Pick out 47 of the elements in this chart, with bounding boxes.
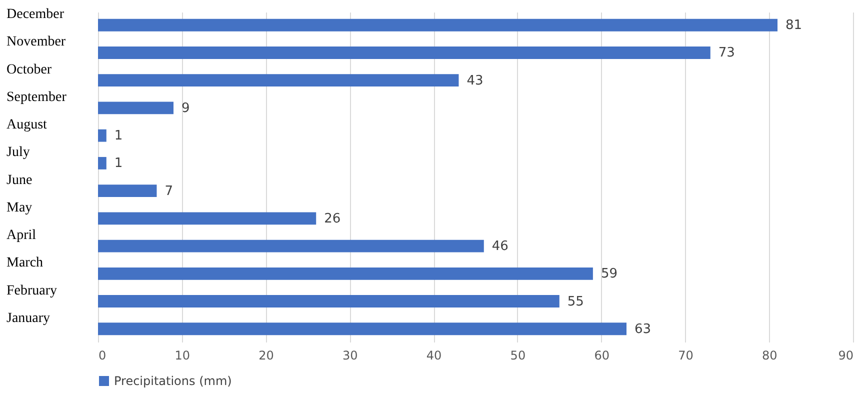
y-tick-label: February xyxy=(6,283,58,298)
bar xyxy=(98,156,106,170)
y-tick-label: May xyxy=(6,200,32,216)
bar xyxy=(98,129,106,142)
x-tick-label: 80 xyxy=(762,348,778,362)
bar xyxy=(98,267,593,280)
data-label: 63 xyxy=(634,322,652,337)
y-tick-label: June xyxy=(6,172,32,188)
x-tick-label: 30 xyxy=(342,348,358,362)
data-label: 1 xyxy=(114,156,123,172)
data-label: 43 xyxy=(466,73,484,88)
bar xyxy=(98,322,626,336)
x-tick-label: 40 xyxy=(426,348,442,362)
bar xyxy=(98,74,459,87)
bar xyxy=(98,212,316,225)
x-tick-label: 10 xyxy=(174,348,190,362)
y-tick-label: March xyxy=(6,256,44,271)
y-tick-label: December xyxy=(6,7,64,22)
legend-label: Precipitations (mm) xyxy=(114,374,232,388)
data-label: 81 xyxy=(786,18,802,34)
bar xyxy=(98,18,778,32)
x-tick-label: 60 xyxy=(594,348,610,362)
data-label: 55 xyxy=(567,294,584,310)
bar xyxy=(98,46,710,59)
y-tick-label: April xyxy=(6,228,36,244)
data-label: 59 xyxy=(600,266,618,282)
y-tick-label: October xyxy=(6,62,52,78)
x-tick-label: 50 xyxy=(510,348,526,362)
x-tick-label: 90 xyxy=(838,348,854,362)
data-label: 7 xyxy=(164,184,174,199)
data-label: 26 xyxy=(324,211,341,226)
y-tick-label: January xyxy=(6,310,50,326)
data-label: 73 xyxy=(718,46,735,61)
y-tick-label: July xyxy=(6,145,30,160)
bar xyxy=(98,295,560,308)
data-label: 1 xyxy=(114,128,123,144)
y-tick-label: August xyxy=(6,118,48,133)
data-label: 9 xyxy=(182,100,190,116)
x-tick-label: 20 xyxy=(258,348,274,362)
y-tick-label: November xyxy=(6,34,66,50)
bar xyxy=(98,102,174,114)
bar xyxy=(98,240,484,252)
data-label: 46 xyxy=(492,239,508,254)
y-tick-label: September xyxy=(6,90,67,105)
x-tick-label: 0 xyxy=(98,348,106,362)
bar xyxy=(98,184,157,198)
x-tick-label: 70 xyxy=(678,348,694,362)
